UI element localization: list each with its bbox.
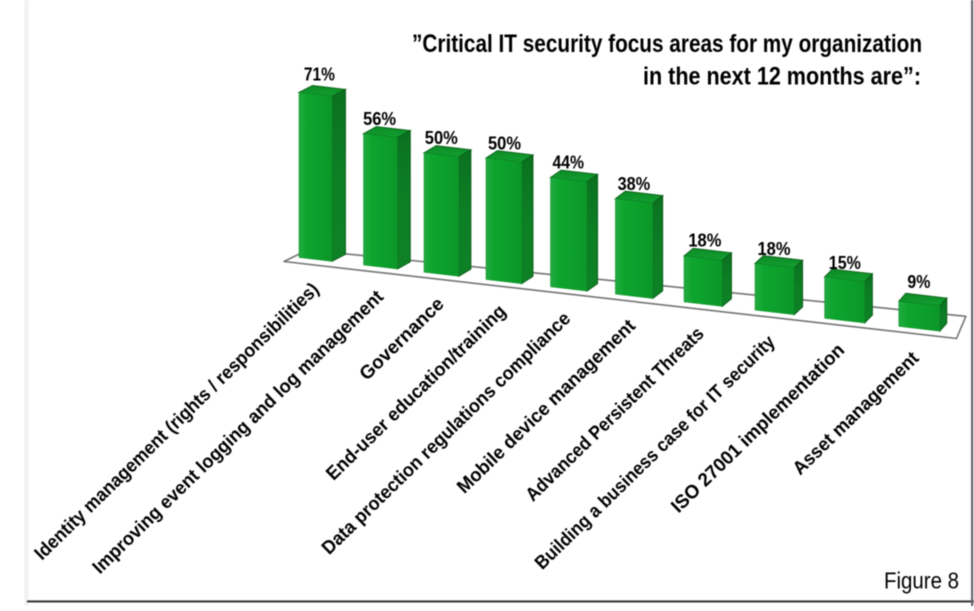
svg-text:50%: 50%: [425, 127, 458, 148]
svg-text:44%: 44%: [553, 151, 585, 172]
svg-text:9%: 9%: [907, 271, 930, 292]
svg-text:56%: 56%: [363, 108, 396, 129]
svg-text:38%: 38%: [618, 173, 651, 194]
svg-text:50%: 50%: [488, 133, 521, 154]
svg-text:71%: 71%: [304, 64, 335, 85]
svg-text:”Critical IT security focus ar: ”Critical IT security focus areas for my…: [412, 30, 922, 58]
svg-text:Figure 8: Figure 8: [884, 568, 959, 594]
svg-text:in the next 12 months are”:: in the next 12 months are”:: [643, 63, 921, 91]
svg-text:18%: 18%: [688, 230, 721, 251]
svg-text:18%: 18%: [758, 238, 791, 259]
svg-text:15%: 15%: [829, 252, 861, 273]
